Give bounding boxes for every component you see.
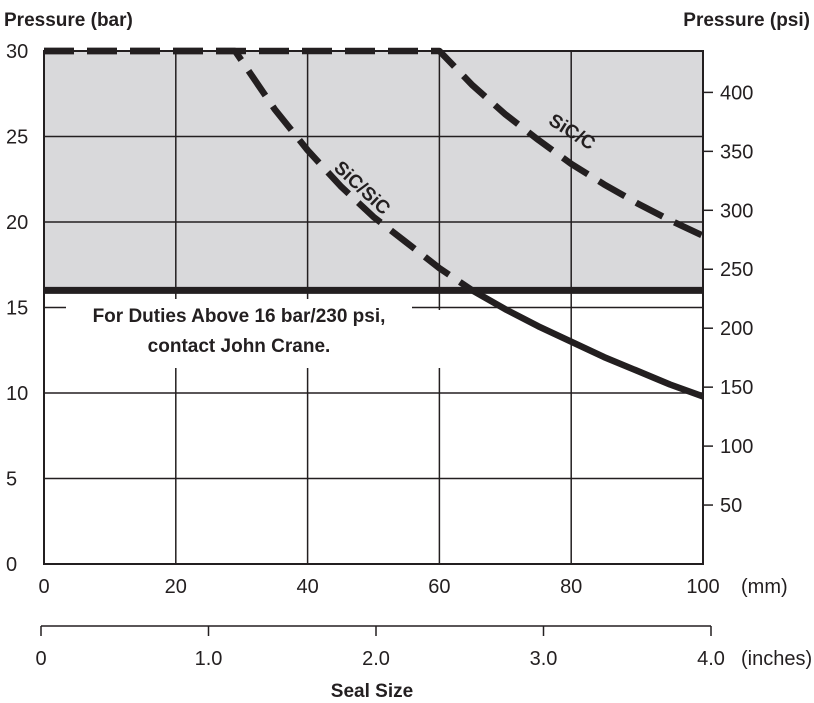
mm-tick-label: 0: [38, 576, 49, 598]
x-axis-inches: 0 1.0 2.0 3.0 4.0: [35, 625, 725, 670]
x-axis-label: Seal Size: [331, 681, 413, 702]
right-tick-label: 100: [720, 436, 753, 458]
series-sic-sic-solid: [470, 287, 705, 400]
shaded-region: [44, 51, 703, 291]
mm-tick-label: 80: [560, 576, 582, 598]
inch-tick-label: 4.0: [697, 648, 725, 670]
annotation-background: [66, 299, 412, 368]
left-axis-label: Pressure (bar): [4, 10, 133, 31]
right-tick-label: 300: [720, 200, 753, 222]
left-tick-label: 30: [6, 41, 28, 63]
right-tick-label: 150: [720, 377, 753, 399]
right-tick-label: 200: [720, 318, 753, 340]
right-axis-label: Pressure (psi): [683, 10, 810, 31]
left-tick-label: 10: [6, 383, 28, 405]
left-tick-label: 20: [6, 212, 28, 234]
left-tick-label: 5: [6, 469, 17, 491]
right-tick-label: 400: [720, 82, 753, 104]
grid: [44, 51, 703, 564]
x-axis-mm-tick-labels: 0 20 40 60 80 100: [38, 576, 719, 598]
right-axis-tick-labels: 50 100 150 200 250 300 350 400: [720, 82, 753, 517]
left-tick-label: 15: [6, 298, 28, 320]
series-sic-c-dashed: [44, 47, 705, 239]
x-axis-inches-unit: (inches): [741, 648, 812, 670]
right-tick-label: 350: [720, 141, 753, 163]
series-sic-sic-dashed: [44, 47, 475, 294]
series-lines: [44, 47, 705, 400]
right-axis-ticks: [703, 91, 713, 506]
mm-tick-label: 20: [165, 576, 187, 598]
annotation-line-2: contact John Crane.: [148, 336, 331, 357]
inch-tick-label: 2.0: [362, 648, 390, 670]
left-tick-label: 25: [6, 127, 28, 149]
annotation-line-1: For Duties Above 16 bar/230 psi,: [93, 306, 386, 327]
inch-tick-label: 0: [35, 648, 46, 670]
inch-tick-label: 3.0: [530, 648, 558, 670]
right-tick-label: 50: [720, 495, 742, 517]
right-tick-label: 250: [720, 259, 753, 281]
left-tick-label: 0: [6, 554, 17, 576]
inch-tick-label: 1.0: [195, 648, 223, 670]
left-axis-tick-labels: 0 5 10 15 20 25 30: [6, 41, 28, 576]
mm-tick-label: 60: [428, 576, 450, 598]
mm-tick-label: 100: [686, 576, 719, 598]
x-axis-mm-unit: (mm): [741, 576, 788, 598]
mm-tick-label: 40: [296, 576, 318, 598]
